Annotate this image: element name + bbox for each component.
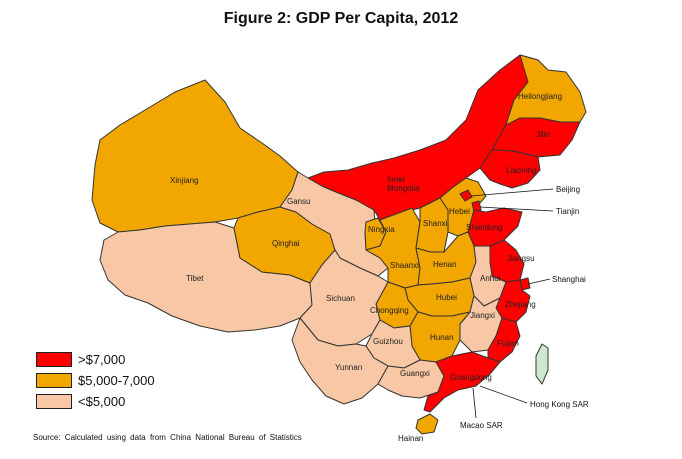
legend-label-mid: $5,000-7,000	[78, 372, 155, 388]
leader-macao	[472, 387, 477, 419]
callout-tianjin: Tianjin	[556, 207, 579, 216]
label-guizhou: Guizhou	[373, 337, 403, 346]
label-ningxia: Ningxia	[368, 225, 395, 234]
label-jilin: Jilin	[536, 130, 550, 139]
leader-beijing	[470, 188, 554, 197]
source-note: Source: Calculated using data from China…	[33, 433, 302, 442]
province-tianjin[interactable]	[471, 200, 482, 213]
legend-label-low: <$5,000	[78, 393, 126, 409]
callout-hainan: Hainan	[398, 434, 423, 443]
province-guangdong[interactable]	[423, 351, 501, 413]
province-xinjiang[interactable]	[91, 79, 299, 233]
province-liaoning[interactable]	[479, 149, 541, 189]
legend: >$7,000 $5,000-7,000 <$5,000	[36, 349, 155, 412]
province-taiwan[interactable]	[535, 343, 549, 385]
legend-label-high: >$7,000	[78, 351, 126, 367]
label-shanxi: Shanxi	[423, 219, 448, 228]
label-yunnan: Yunnan	[335, 363, 362, 372]
label-liaoning: Liaoning	[506, 166, 536, 175]
label-inner-mongolia: Inner Mongolia	[387, 175, 420, 193]
label-shaanxi: Shaanxi	[390, 261, 419, 270]
label-gansu: Gansu	[287, 197, 311, 206]
province-hainan[interactable]	[415, 413, 439, 435]
legend-swatch-low	[36, 393, 72, 409]
province-fujian[interactable]	[487, 317, 521, 363]
label-henan: Henan	[433, 260, 457, 269]
legend-swatch-high	[36, 351, 72, 367]
legend-item-low: <$5,000	[36, 391, 155, 411]
leader-shanghai	[527, 278, 551, 285]
legend-swatch-mid	[36, 372, 72, 388]
leader-tianjin	[479, 206, 554, 212]
leader-hongkong	[479, 385, 528, 404]
label-tibet: Tibet	[186, 274, 204, 283]
label-qinghai: Qinghai	[272, 239, 300, 248]
label-chongqing: Chongqing	[370, 306, 409, 315]
label-anhui: Anhui	[480, 274, 501, 283]
label-fujian: Fujian	[497, 339, 519, 348]
legend-item-mid: $5,000-7,000	[36, 370, 155, 390]
label-hunan: Hunan	[430, 333, 454, 342]
province-beijing[interactable]	[459, 189, 473, 202]
callout-hongkong: Hong Kong SAR	[530, 400, 589, 409]
callout-macao: Macao SAR	[460, 421, 503, 430]
label-guangxi: Guangxi	[400, 369, 430, 378]
province-guangxi[interactable]	[377, 359, 445, 399]
label-shandong: Shandong	[466, 223, 502, 232]
label-guangdong: Guangdong	[450, 373, 492, 382]
label-jiangxi: Jiangxi	[470, 311, 495, 320]
label-jiangsu: Jiangsu	[507, 254, 535, 263]
callout-beijing: Beijing	[556, 185, 580, 194]
label-sichuan: Sichuan	[326, 294, 355, 303]
map-title: Figure 2: GDP Per Capita, 2012	[223, 10, 459, 27]
label-zhejiang: Zhejiang	[505, 300, 536, 309]
legend-item-high: >$7,000	[36, 349, 155, 369]
label-heilongjiang: Heilongjiang	[518, 92, 562, 101]
label-xinjiang: Xinjiang	[170, 176, 198, 185]
callout-shanghai: Shanghai	[552, 275, 586, 284]
label-hubei: Hubei	[436, 293, 457, 302]
label-hebei: Hebei	[449, 207, 470, 216]
